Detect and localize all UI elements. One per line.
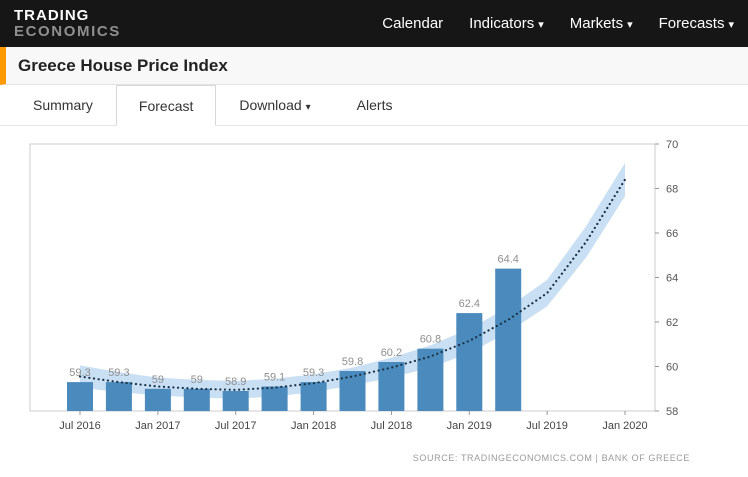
top-nav-bar: TRADING ECONOMICS Calendar Indicators Ma… (0, 0, 748, 47)
tab-bar: Summary Forecast Download Alerts (0, 85, 748, 126)
x-axis-label: Jan 2018 (291, 420, 336, 432)
nav-item-indicators[interactable]: Indicators (469, 15, 544, 32)
bar[interactable] (67, 382, 93, 411)
x-axis-label: Jan 2020 (602, 420, 647, 432)
page-title-bar: Greece House Price Index (0, 47, 748, 85)
bar-value-label: 60.8 (420, 334, 441, 346)
logo-line-1: TRADING (14, 7, 90, 24)
y-axis-label: 62 (666, 317, 678, 329)
bar[interactable] (495, 268, 522, 411)
bar[interactable] (261, 386, 288, 412)
nav-item-calendar[interactable]: Calendar (382, 15, 443, 32)
bar-value-label: 59.3 (108, 367, 129, 379)
bar[interactable] (183, 388, 210, 412)
tab-forecast[interactable]: Forecast (115, 85, 217, 126)
x-axis-label: Jan 2019 (447, 420, 492, 432)
x-axis-label: Jan 2017 (135, 420, 180, 432)
nav-item-forecasts[interactable]: Forecasts (659, 15, 734, 32)
tab-download[interactable]: Download (216, 85, 333, 125)
forecast-band (80, 162, 625, 399)
nav-item-label: Indicators (469, 15, 535, 32)
y-axis-label: 64 (666, 273, 678, 285)
chevron-down-icon (627, 15, 633, 32)
chevron-down-icon (306, 97, 311, 113)
tab-summary[interactable]: Summary (10, 85, 116, 125)
x-axis-label: Jul 2016 (59, 420, 101, 432)
bar-value-label: 59.3 (303, 367, 324, 379)
chevron-down-icon (728, 15, 734, 32)
chart-canvas[interactable]: 59.3 59.3 59 59 58.9 59.1 59.3 59.8 60.2 60.8 62.4… (0, 126, 748, 477)
chevron-down-icon (538, 15, 544, 32)
bar[interactable] (222, 391, 249, 411)
logo-line-2: ECONOMICS (14, 23, 121, 40)
y-axis-label: 58 (666, 406, 678, 418)
x-axis-label: Jul 2019 (526, 420, 568, 432)
x-axis-label: Jul 2018 (371, 420, 413, 432)
y-axis-label: 66 (666, 228, 678, 240)
bar-value-label: 59.8 (342, 356, 363, 368)
bar-value-label: 58.9 (225, 376, 246, 388)
x-axis-label: Jul 2017 (215, 420, 257, 432)
tab-label: Summary (33, 97, 93, 113)
bar[interactable] (105, 382, 132, 411)
bar[interactable] (339, 371, 366, 411)
top-nav: Calendar Indicators Markets Forecasts (382, 15, 734, 32)
trading-economics-logo[interactable]: TRADING ECONOMICS (14, 8, 121, 39)
y-axis-label: 70 (666, 139, 678, 151)
tab-alerts[interactable]: Alerts (334, 85, 416, 125)
chart-source-line[interactable]: SOURCE: TRADINGECONOMICS.COM | BANK OF G… (412, 453, 690, 463)
bar[interactable] (456, 313, 483, 411)
forecast-chart[interactable]: 59.3 59.3 59 59 58.9 59.1 59.3 59.8 60.2 60.8 62.4… (0, 126, 748, 477)
bar-value-label: 62.4 (459, 298, 480, 310)
tab-label: Forecast (138, 97, 194, 114)
nav-item-markets[interactable]: Markets (570, 15, 633, 32)
bar-value-label: 60.2 (381, 347, 402, 359)
bar-value-label: 59 (191, 374, 203, 386)
bar-value-label: 59 (152, 374, 164, 386)
bar-value-label: 64.4 (497, 254, 518, 266)
tab-label: Download (239, 97, 302, 113)
bar[interactable] (144, 388, 171, 412)
bar[interactable] (417, 348, 444, 411)
bar[interactable] (300, 382, 327, 411)
page-title: Greece House Price Index (18, 55, 228, 75)
nav-item-label: Calendar (382, 15, 444, 32)
y-axis-label: 68 (666, 184, 678, 196)
nav-item-label: Markets (569, 15, 624, 32)
bar-value-label: 59.3 (69, 367, 90, 379)
y-axis-label: 60 (666, 362, 678, 374)
tab-label: Alerts (356, 97, 393, 113)
bar-value-label: 59.1 (264, 372, 285, 384)
nav-item-label: Forecasts (658, 15, 725, 32)
